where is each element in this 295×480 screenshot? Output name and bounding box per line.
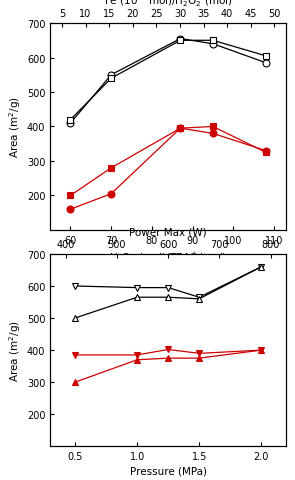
Y-axis label: Area (m$^2$/g): Area (m$^2$/g) [7,320,23,381]
X-axis label: H$_2$O$_2$ (mol)/TEA$^+$(mol): H$_2$O$_2$ (mol)/TEA$^+$(mol) [109,250,227,264]
X-axis label: Pressure (MPa): Pressure (MPa) [130,466,207,475]
Y-axis label: Area (m$^2$/g): Area (m$^2$/g) [7,96,23,158]
X-axis label: Fe (10$^{-6}$mol)/H$_2$O$_2$ (mol): Fe (10$^{-6}$mol)/H$_2$O$_2$ (mol) [104,0,232,9]
X-axis label: Power Max (W): Power Max (W) [129,228,207,238]
